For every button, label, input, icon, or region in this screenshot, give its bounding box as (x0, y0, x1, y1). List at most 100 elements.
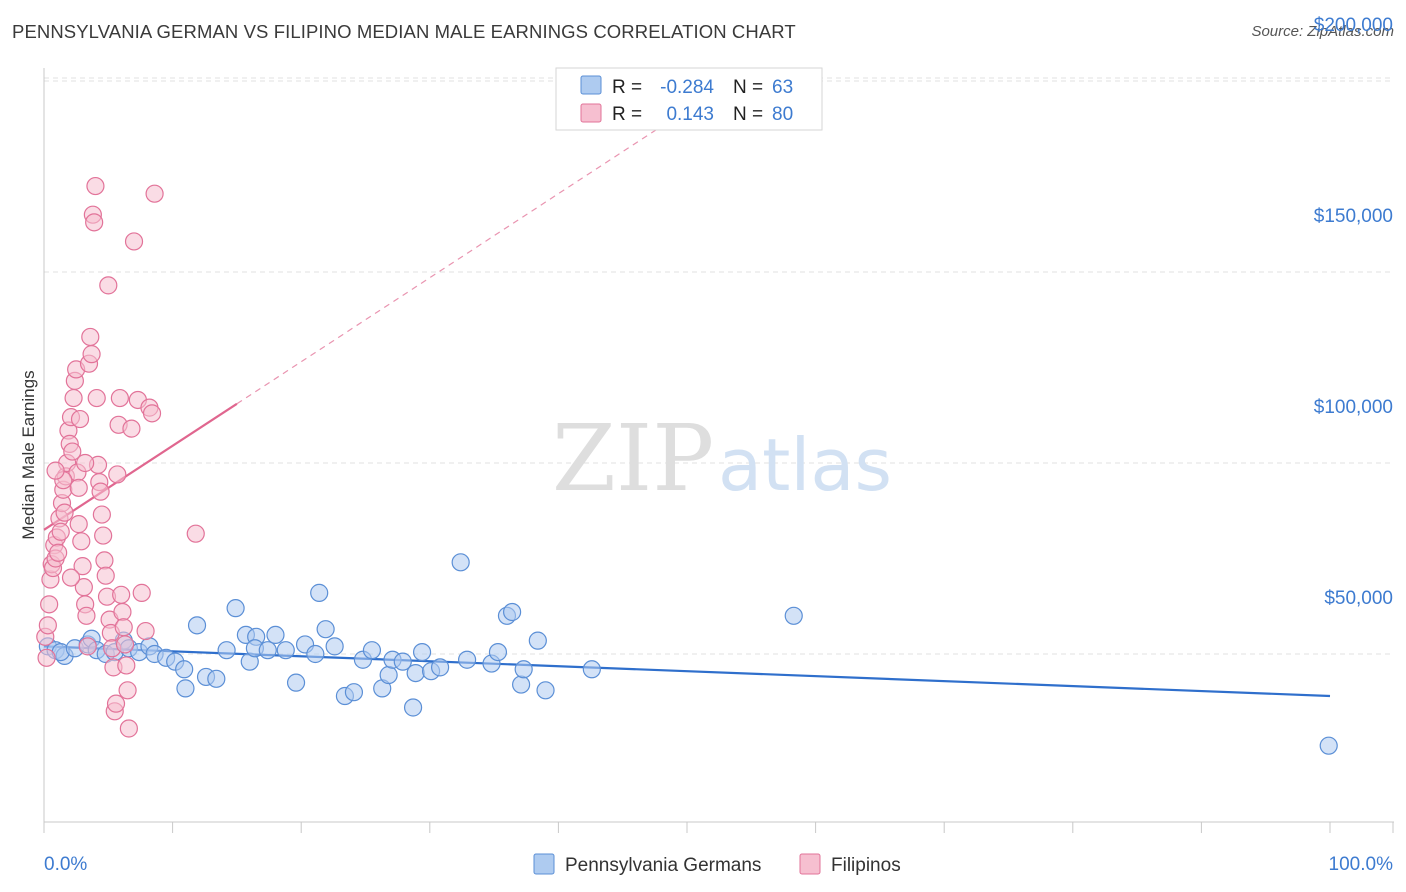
stats-r-label-pink: R = (612, 104, 642, 125)
filipinos-point (108, 465, 127, 484)
filipinos-point (92, 505, 111, 524)
x-tick-label: 0.0% (44, 854, 87, 875)
pennsylvania-germans-point (403, 698, 423, 717)
pennsylvania-germans-point (306, 644, 325, 664)
stats-r-value-blue: -0.284 (660, 77, 714, 98)
stats-n-label-blue: N = (733, 77, 763, 98)
filipinos-point (112, 585, 131, 604)
pennsylvania-germans-point (784, 606, 803, 625)
filipinos-point (69, 515, 88, 534)
watermark-zip: ZIP (552, 405, 714, 512)
legend-swatch-pennsylvania-germans (533, 853, 555, 875)
pennsylvania-germans-point (217, 641, 236, 660)
stats-swatch-pink (580, 103, 602, 123)
data-points (36, 176, 1338, 755)
filipinos-point (122, 419, 141, 438)
grid-lines (44, 77, 1394, 655)
filipinos-point (72, 532, 91, 551)
pennsylvania-germans-point (582, 660, 601, 679)
filipinos-point (76, 453, 95, 473)
filipinos-point (77, 606, 96, 625)
filipinos-point (87, 388, 106, 408)
pennsylvania-germans-point (451, 553, 470, 572)
filipinos-point (145, 184, 164, 203)
filipinos-point (63, 442, 82, 461)
pennsylvania-germans-point (503, 602, 522, 622)
filipinos-point (106, 694, 126, 713)
pennsylvania-germans-point (514, 660, 533, 679)
filipinos-point (117, 656, 136, 675)
pennsylvania-germans-point (536, 681, 555, 700)
legend: Pennsylvania Germans Filipinos (533, 853, 901, 876)
pennsylvania-germans-point (412, 642, 432, 662)
pennsylvania-germans-point (276, 641, 295, 660)
filipinos-point (110, 388, 129, 408)
filipinos-point (82, 345, 101, 364)
filipinos-point (85, 213, 104, 232)
pennsylvania-germans-point (528, 631, 547, 650)
filipinos-point (78, 637, 97, 656)
y-axis-label: Median Male Earnings (19, 370, 38, 539)
stats-r-label-blue: R = (612, 77, 642, 98)
filipinos-point (132, 583, 151, 602)
filipinos-point (99, 276, 118, 295)
y-tick-label: $200,000 (1314, 15, 1393, 36)
legend-label-pennsylvania-germans: Pennsylvania Germans (565, 855, 761, 876)
pennsylvania-germans-point (393, 652, 412, 671)
stats-swatch-blue (580, 75, 602, 95)
axes (43, 68, 1394, 833)
pennsylvania-germans-point (286, 673, 306, 692)
pennsylvania-germans-point (430, 658, 450, 677)
pennsylvania-germans-point (258, 641, 277, 660)
filipinos-point (81, 327, 100, 347)
filipinos-point (114, 618, 133, 637)
filipinos-point (38, 616, 57, 635)
x-tick-labels: 0.0% 100.0% (44, 854, 1393, 875)
y-tick-label: $50,000 (1324, 588, 1393, 609)
stats-n-value-blue: 63 (772, 77, 793, 98)
y-tick-labels: $50,000 $100,000 $150,000 $200,000 (1314, 15, 1393, 609)
filipinos-point (94, 526, 113, 545)
pennsylvania-germans-point (457, 650, 477, 669)
filipinos-point (70, 409, 90, 429)
filipinos-point (115, 635, 135, 654)
filipinos-point (118, 681, 137, 700)
filipinos-point (49, 543, 68, 562)
filipinos-point (95, 551, 114, 570)
filipinos-point (86, 176, 105, 196)
pennsylvania-germans-point (379, 665, 398, 685)
pennsylvania-germans-point (406, 663, 425, 683)
y-tick-label: $150,000 (1314, 206, 1393, 227)
filipinos-point (73, 557, 92, 576)
filipinos-point (124, 232, 144, 251)
pennsylvania-germans-point (207, 669, 226, 688)
filipinos-point (119, 719, 138, 738)
legend-swatch-filipinos (799, 853, 821, 875)
x-tick-label: 100.0% (1329, 854, 1394, 875)
filipinos-point (142, 404, 162, 423)
pennsylvania-germans-point (226, 599, 245, 618)
pennsylvania-germans-point (362, 641, 382, 660)
filipinos-point (55, 503, 74, 522)
filipinos-point (51, 522, 70, 541)
chart-title: PENNSYLVANIA GERMAN VS FILIPINO MEDIAN M… (12, 21, 796, 42)
pennsylvania-germans-point (187, 616, 207, 635)
filipinos-point (113, 602, 132, 622)
pennsylvania-germans-point (488, 642, 508, 662)
pennsylvania-germans-point (316, 620, 335, 639)
filipinos-trend-line (43, 402, 238, 531)
watermark: ZIP atlas (552, 405, 892, 512)
filipinos-point (61, 568, 81, 587)
filipinos-point (37, 648, 56, 667)
correlation-stats-box: R = -0.284 N = 63 R = 0.143 N = 80 (555, 67, 823, 131)
filipinos-point (69, 478, 88, 497)
filipinos-point (91, 482, 110, 501)
pennsylvania-germans-point (266, 625, 285, 645)
y-tick-label: $100,000 (1314, 397, 1393, 418)
pennsylvania-germans-point (310, 583, 329, 602)
filipinos-point (136, 621, 155, 641)
pennsylvania-germans-point (175, 660, 194, 679)
filipinos-trend-extension (236, 109, 688, 405)
pennsylvania-germans-point (1319, 736, 1338, 755)
